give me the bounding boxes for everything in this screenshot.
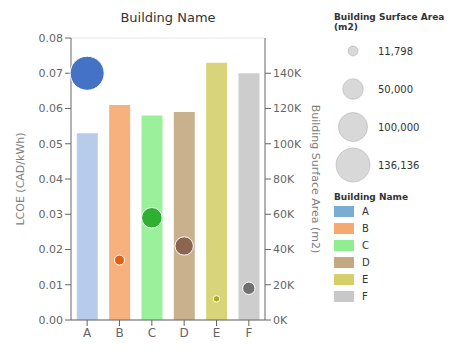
- html-text:136,136: 136,136: [378, 159, 420, 171]
- svg-text:60K: 60K: [273, 208, 295, 221]
- svg-text:40K: 40K: [273, 243, 295, 256]
- html-text:50,000: 50,000: [378, 83, 413, 95]
- svg-text:D: D: [180, 326, 189, 340]
- svg-text:0.04: 0.04: [39, 173, 64, 186]
- svg-text:0.05: 0.05: [39, 138, 64, 151]
- svg-text:C: C: [148, 326, 156, 340]
- svg-text:Building Surface Area (m2): Building Surface Area (m2): [309, 105, 322, 254]
- html-text:Building Name: Building Name: [120, 10, 216, 25]
- html-text:11,798: 11,798: [378, 45, 413, 57]
- html-text:D: D: [362, 256, 370, 268]
- svg-text:LCOE (CAD/kWh): LCOE (CAD/kWh): [14, 132, 27, 225]
- svg-text:0.08: 0.08: [39, 32, 64, 45]
- svg-text:120K: 120K: [273, 102, 302, 115]
- svg-text:A: A: [83, 326, 92, 340]
- svg-text:0K: 0K: [273, 314, 288, 327]
- svg-text:100K: 100K: [273, 138, 302, 151]
- svg-text:E: E: [213, 326, 221, 340]
- svg-text:0.01: 0.01: [39, 279, 64, 292]
- html-text:A: A: [362, 205, 369, 217]
- svg-text:0.00: 0.00: [39, 314, 64, 327]
- svg-text:0.07: 0.07: [39, 67, 64, 80]
- svg-text:20K: 20K: [273, 279, 295, 292]
- html-text:100,000: 100,000: [378, 121, 420, 133]
- html-text:E: E: [362, 273, 369, 285]
- svg-text:80K: 80K: [273, 173, 295, 186]
- svg-text:140K: 140K: [273, 67, 302, 80]
- svg-text:0.02: 0.02: [39, 243, 64, 256]
- html-text:Building Name: Building Name: [334, 192, 408, 202]
- html-text:B: B: [362, 222, 369, 234]
- svg-text:0.06: 0.06: [39, 102, 64, 115]
- svg-text:B: B: [115, 326, 123, 340]
- html-text:F: F: [362, 290, 368, 302]
- html-text:Building Surface Area (m2): Building Surface Area (m2): [334, 12, 445, 32]
- svg-text:F: F: [245, 326, 252, 340]
- html-text:C: C: [362, 239, 369, 251]
- svg-text:0.03: 0.03: [39, 208, 64, 221]
